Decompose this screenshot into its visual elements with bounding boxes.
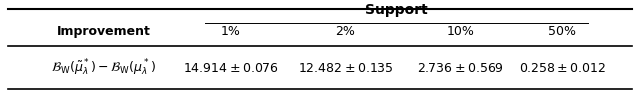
Text: $0.258 \pm 0.012$: $0.258 \pm 0.012$ bbox=[518, 62, 605, 75]
Text: 2%: 2% bbox=[335, 25, 355, 38]
Text: Improvement: Improvement bbox=[56, 25, 150, 38]
Text: 1%: 1% bbox=[221, 25, 241, 38]
Text: Support: Support bbox=[365, 3, 428, 17]
Text: $14.914 \pm 0.076$: $14.914 \pm 0.076$ bbox=[183, 62, 279, 75]
Text: $12.482 \pm 0.135$: $12.482 \pm 0.135$ bbox=[298, 62, 394, 75]
Text: $2.736 \pm 0.569$: $2.736 \pm 0.569$ bbox=[417, 62, 504, 75]
Text: $\mathcal{B}_{\mathrm{W}}(\tilde{\mu}^*_\lambda) - \mathcal{B}_{\mathrm{W}}(\mu^: $\mathcal{B}_{\mathrm{W}}(\tilde{\mu}^*_… bbox=[51, 58, 156, 78]
Text: 10%: 10% bbox=[446, 25, 474, 38]
Text: 50%: 50% bbox=[548, 25, 576, 38]
